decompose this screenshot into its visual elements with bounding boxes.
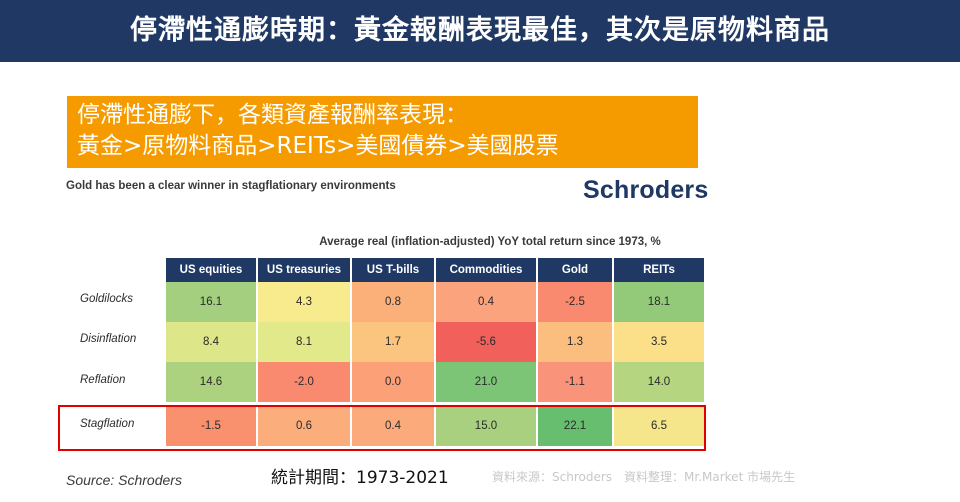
table-cell: 0.0	[352, 362, 434, 402]
column-header: Gold	[538, 258, 612, 282]
schroders-logo: Schroders	[583, 176, 709, 204]
column-header: Commodities	[436, 258, 536, 282]
table-cell: 1.3	[538, 322, 612, 362]
credit-note: 資料來源：Schroders 資料整理：Mr.Market 市場先生	[492, 470, 796, 484]
callout-line-2: 黃金>原物料商品>REITs>美國債券>美國股票	[77, 133, 559, 159]
table-cell: 8.1	[258, 322, 350, 362]
table-cell: -1.1	[538, 362, 612, 402]
table-cell: 0.4	[436, 282, 536, 322]
period-note: 統計期間：1973-2021	[271, 468, 449, 488]
table-cell: 22.1	[538, 406, 612, 446]
table-cell: 15.0	[436, 406, 536, 446]
table-cell: 0.4	[352, 406, 434, 446]
page-title: 停滯性通膨時期：黃金報酬表現最佳，其次是原物料商品	[0, 0, 960, 62]
chart-title: Average real (inflation-adjusted) YoY to…	[319, 236, 661, 248]
column-header: US equities	[166, 258, 256, 282]
table-cell: -2.5	[538, 282, 612, 322]
stagflation-highlight-box	[58, 405, 706, 451]
table-cell: -5.6	[436, 322, 536, 362]
summary-callout: 停滯性通膨下，各類資產報酬率表現： 黃金>原物料商品>REITs>美國債券>美國…	[67, 96, 698, 168]
column-header: US T-bills	[352, 258, 434, 282]
table-cell: 16.1	[166, 282, 256, 322]
row-label: Stagflation	[80, 418, 135, 430]
table-cell: 14.0	[614, 362, 704, 402]
table-cell: 8.4	[166, 322, 256, 362]
column-header: REITs	[614, 258, 704, 282]
row-label: Goldilocks	[80, 293, 134, 305]
table-cell: 18.1	[614, 282, 704, 322]
table-cell: 6.5	[614, 406, 704, 446]
row-label: Reflation	[80, 374, 126, 386]
table-cell: 0.8	[352, 282, 434, 322]
table-cell: 14.6	[166, 362, 256, 402]
column-header: US treasuries	[258, 258, 350, 282]
row-label: Disinflation	[80, 333, 137, 345]
table-cell: 1.7	[352, 322, 434, 362]
table-cell: -1.5	[166, 406, 256, 446]
table-cell: 3.5	[614, 322, 704, 362]
table-cell: 21.0	[436, 362, 536, 402]
table-cell: -2.0	[258, 362, 350, 402]
table-cell: 4.3	[258, 282, 350, 322]
callout-line-1: 停滯性通膨下，各類資產報酬率表現：	[77, 102, 468, 128]
table-cell: 0.6	[258, 406, 350, 446]
source-note: Source: Schroders	[66, 472, 182, 488]
chart-subtitle: Gold has been a clear winner in stagflat…	[66, 180, 396, 192]
